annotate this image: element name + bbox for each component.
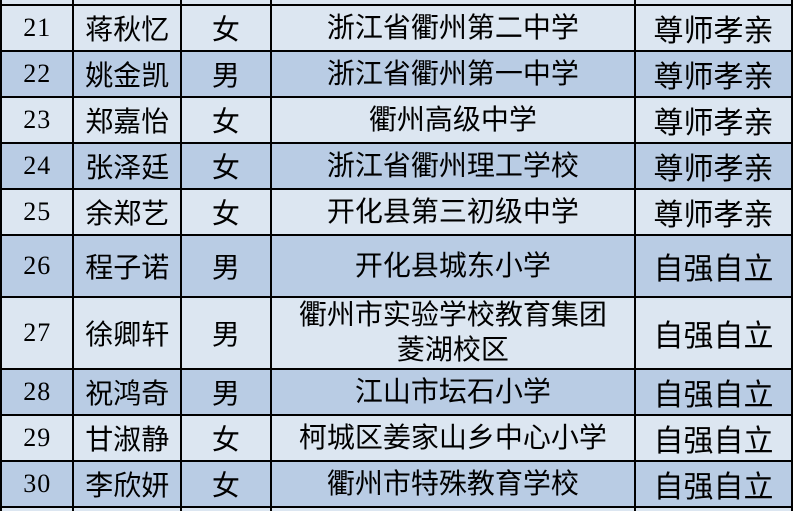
cell-school: 开化县城东小学	[269, 234, 636, 298]
clipped-cell	[180, 0, 272, 6]
table-row: 23 郑嘉怡 女 衢州高级中学 尊师孝亲	[0, 96, 793, 144]
cell-name: 祝鸿奇	[72, 368, 183, 416]
cell-gender: 女	[180, 414, 272, 462]
clipped-cell	[0, 506, 75, 511]
cell-gender: 女	[180, 4, 272, 52]
clipped-row-top	[0, 0, 793, 6]
clipped-cell	[180, 506, 272, 511]
cell-school: 衢州市特殊教育学校	[269, 460, 636, 508]
cell-school: 柯城区姜家山乡中心小学	[269, 414, 636, 462]
cell-school: 江山市坛石小学	[269, 368, 636, 416]
cell-category: 尊师孝亲	[633, 188, 793, 236]
cell-name: 余郑艺	[72, 188, 183, 236]
table-row: 24 张泽廷 女 浙江省衢州理工学校 尊师孝亲	[0, 142, 793, 190]
cell-gender: 男	[180, 368, 272, 416]
cell-category: 自强自立	[633, 296, 793, 370]
cell-category: 自强自立	[633, 460, 793, 508]
cell-gender: 女	[180, 96, 272, 144]
clipped-cell	[633, 0, 793, 6]
cell-category: 尊师孝亲	[633, 4, 793, 52]
clipped-cell	[269, 0, 636, 6]
cell-number: 23	[0, 96, 75, 144]
table-row: 25 余郑艺 女 开化县第三初级中学 尊师孝亲	[0, 188, 793, 236]
cell-number: 30	[0, 460, 75, 508]
cell-category: 尊师孝亲	[633, 50, 793, 98]
cell-category: 自强自立	[633, 414, 793, 462]
table-row: 27 徐卿轩 男 衢州市实验学校教育集团 菱湖校区 自强自立	[0, 296, 793, 370]
cell-name: 程子诺	[72, 234, 183, 298]
cell-category: 尊师孝亲	[633, 96, 793, 144]
clipped-cell	[269, 506, 636, 511]
cell-number: 26	[0, 234, 75, 298]
clipped-cell	[0, 0, 75, 6]
cell-school: 浙江省衢州理工学校	[269, 142, 636, 190]
clipped-cell	[72, 0, 183, 6]
cell-gender: 女	[180, 460, 272, 508]
clipped-row-bottom	[0, 506, 793, 511]
cell-gender: 女	[180, 142, 272, 190]
cell-name: 甘淑静	[72, 414, 183, 462]
cell-school: 开化县第三初级中学	[269, 188, 636, 236]
cell-category: 尊师孝亲	[633, 142, 793, 190]
clipped-cell	[72, 506, 183, 511]
cell-number: 28	[0, 368, 75, 416]
cell-school: 浙江省衢州第二中学	[269, 4, 636, 52]
cell-category: 自强自立	[633, 234, 793, 298]
cell-gender: 男	[180, 234, 272, 298]
cell-number: 21	[0, 4, 75, 52]
cell-name: 郑嘉怡	[72, 96, 183, 144]
cell-number: 24	[0, 142, 75, 190]
cell-gender: 男	[180, 296, 272, 370]
cell-school: 衢州高级中学	[269, 96, 636, 144]
cell-number: 25	[0, 188, 75, 236]
cell-number: 29	[0, 414, 75, 462]
table-row: 22 姚金凯 男 浙江省衢州第一中学 尊师孝亲	[0, 50, 793, 98]
cell-gender: 女	[180, 188, 272, 236]
cell-school: 衢州市实验学校教育集团 菱湖校区	[269, 296, 636, 370]
cell-name: 张泽廷	[72, 142, 183, 190]
table-row: 28 祝鸿奇 男 江山市坛石小学 自强自立	[0, 368, 793, 416]
cell-gender: 男	[180, 50, 272, 98]
table-row: 21 蒋秋忆 女 浙江省衢州第二中学 尊师孝亲	[0, 4, 793, 52]
cell-school: 浙江省衢州第一中学	[269, 50, 636, 98]
table-row: 26 程子诺 男 开化县城东小学 自强自立	[0, 234, 793, 298]
cell-name: 李欣妍	[72, 460, 183, 508]
cell-name: 姚金凯	[72, 50, 183, 98]
table-row: 29 甘淑静 女 柯城区姜家山乡中心小学 自强自立	[0, 414, 793, 462]
cell-name: 徐卿轩	[72, 296, 183, 370]
cell-category: 自强自立	[633, 368, 793, 416]
table-row: 30 李欣妍 女 衢州市特殊教育学校 自强自立	[0, 460, 793, 508]
clipped-cell	[633, 506, 793, 511]
cell-number: 22	[0, 50, 75, 98]
cell-number: 27	[0, 296, 75, 370]
cell-name: 蒋秋忆	[72, 4, 183, 52]
